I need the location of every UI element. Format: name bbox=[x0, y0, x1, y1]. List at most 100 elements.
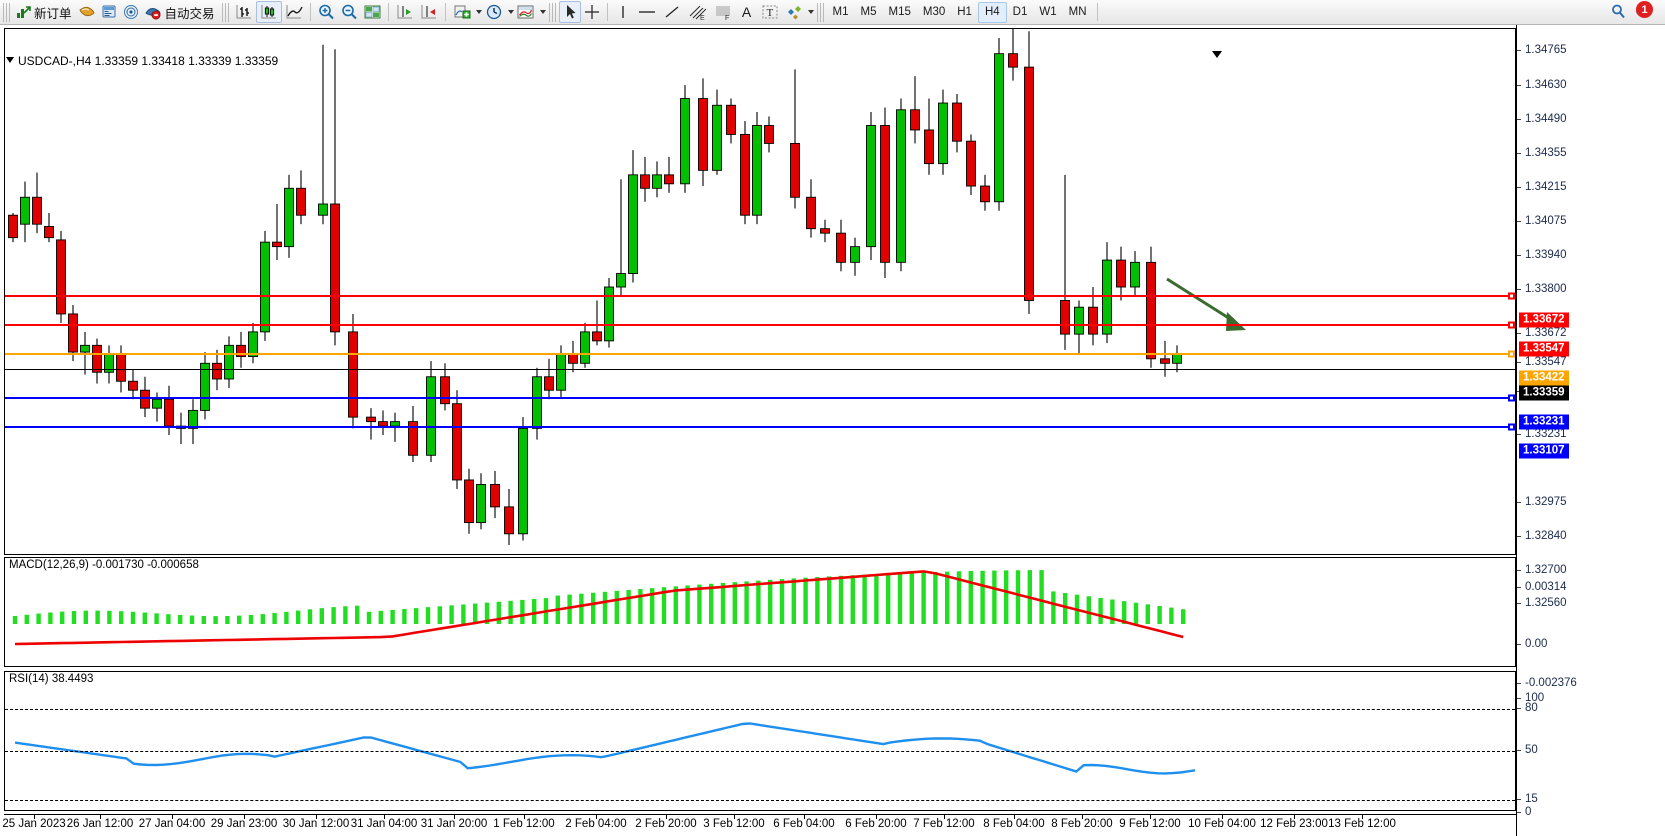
toolbar-grip-2[interactable] bbox=[221, 2, 229, 22]
periods-dropdown-caret[interactable] bbox=[507, 10, 514, 14]
timeframe-m1[interactable]: M1 bbox=[832, 6, 849, 18]
crosshair-icon bbox=[584, 5, 599, 19]
line-chart-button[interactable] bbox=[282, 1, 306, 23]
signals-button[interactable] bbox=[120, 1, 142, 23]
text-button[interactable]: A bbox=[736, 1, 758, 23]
time-tick-label: 8 Feb 20:00 bbox=[1051, 818, 1113, 830]
trendline-button[interactable] bbox=[660, 1, 684, 23]
time-tick bbox=[1150, 815, 1151, 819]
macd-tick-0: 0.00314 bbox=[1517, 581, 1567, 593]
indicators-button[interactable] bbox=[450, 1, 474, 23]
new-order-label: 新订单 bbox=[34, 6, 72, 21]
shapes-button[interactable] bbox=[782, 1, 806, 23]
price-tag-support-2: 1.33107 bbox=[1519, 443, 1569, 459]
chart-area[interactable]: USDCAD-,H4 1.33359 1.33418 1.33339 1.333… bbox=[0, 25, 1665, 836]
search-icon bbox=[1612, 4, 1625, 19]
price-tick-0: 1.34765 bbox=[1517, 44, 1567, 56]
price-tick-1: 1.34630 bbox=[1517, 79, 1567, 91]
rsi-tick-1: 80 bbox=[1517, 702, 1538, 714]
timeframe-m15[interactable]: M15 bbox=[888, 6, 911, 18]
time-tick bbox=[316, 815, 317, 819]
scroll-end-button[interactable] bbox=[393, 1, 417, 23]
timeframe-m5[interactable]: M5 bbox=[860, 6, 877, 18]
timeframe-h4[interactable]: H4 bbox=[977, 1, 1007, 23]
autotrade-label: 自动交易 bbox=[164, 6, 215, 21]
toolbar-grip-4[interactable] bbox=[816, 2, 824, 22]
timeframe-mn[interactable]: MN bbox=[1068, 6, 1087, 18]
vertical-line-button[interactable] bbox=[612, 1, 634, 23]
price-axis[interactable]: 1.34765 1.34630 1.34490 1.34355 1.34215 … bbox=[1516, 25, 1665, 836]
price-tag-resistance-1: 1.33547 bbox=[1519, 341, 1569, 357]
chart-shift-button[interactable] bbox=[417, 1, 441, 23]
timeframe-h1[interactable]: H1 bbox=[957, 6, 972, 18]
rsi-tick-4: 0 bbox=[1517, 806, 1531, 818]
rsi-level-15 bbox=[5, 800, 1515, 801]
toolbar-grip-1[interactable] bbox=[3, 2, 10, 22]
tile-windows-icon bbox=[364, 5, 381, 19]
price-tick-17: 1.32560 bbox=[1517, 597, 1567, 609]
time-tick bbox=[172, 815, 173, 819]
market-watch-button[interactable] bbox=[98, 1, 120, 23]
time-axis[interactable]: 25 Jan 2023 26 Jan 12:00 27 Jan 04:00 29 Ja… bbox=[2, 814, 1516, 836]
price-pane[interactable] bbox=[4, 28, 1516, 555]
profile-button[interactable] bbox=[76, 1, 98, 23]
macd-tick-1: 0.00 bbox=[1517, 638, 1547, 650]
timeframe-m30[interactable]: M30 bbox=[922, 6, 946, 18]
time-tick-label: 30 Jan 12:00 bbox=[282, 818, 350, 830]
time-tick bbox=[454, 815, 455, 819]
chart-menu-caret[interactable] bbox=[6, 57, 14, 63]
macd-pane[interactable]: MACD(12,26,9) -0.001730 -0.000658 bbox=[4, 557, 1516, 667]
time-tick bbox=[1294, 815, 1295, 819]
time-tick-label: 25 Jan 2023 bbox=[2, 818, 66, 830]
time-tick bbox=[1222, 815, 1223, 819]
macd-series bbox=[12, 570, 1186, 646]
time-tick bbox=[1082, 815, 1083, 819]
notifications-button[interactable]: 1 bbox=[1631, 1, 1655, 23]
price-tick-7: 1.33800 bbox=[1517, 283, 1567, 295]
price-tick-16: 1.32700 bbox=[1517, 564, 1567, 576]
equidistant-channel-button[interactable]: E bbox=[684, 1, 710, 23]
price-tick-6: 1.33940 bbox=[1517, 249, 1567, 261]
rsi-level-80 bbox=[5, 709, 1515, 710]
periods-icon bbox=[486, 4, 501, 20]
timeframe-w1[interactable]: W1 bbox=[1039, 6, 1057, 18]
timeframe-d1[interactable]: D1 bbox=[1012, 6, 1028, 18]
toolbar-grip-3[interactable] bbox=[548, 2, 556, 22]
candlestick-series bbox=[8, 29, 1246, 546]
candlestick-chart-button[interactable] bbox=[255, 1, 282, 23]
time-tick bbox=[34, 815, 35, 819]
time-tick bbox=[384, 815, 385, 819]
down-trend-arrow bbox=[1166, 277, 1246, 331]
fibonacci-icon: F bbox=[715, 6, 730, 21]
zoom-in-button[interactable] bbox=[315, 1, 338, 23]
svg-text:F: F bbox=[725, 15, 729, 21]
autotrade-icon bbox=[144, 8, 161, 20]
rsi-pane[interactable]: RSI(14) 38.4493 bbox=[4, 671, 1516, 811]
shapes-dropdown-caret[interactable] bbox=[807, 10, 814, 14]
text-label-button[interactable]: T bbox=[758, 1, 782, 23]
time-tick-label: 2 Feb 20:00 bbox=[635, 818, 697, 830]
horizontal-line-button[interactable] bbox=[634, 1, 660, 23]
search-button[interactable] bbox=[1607, 1, 1631, 23]
templates-dropdown-caret[interactable] bbox=[539, 10, 546, 14]
time-tick bbox=[1014, 815, 1015, 819]
crosshair-button[interactable] bbox=[581, 1, 603, 23]
zoom-out-button[interactable] bbox=[338, 1, 361, 23]
time-tick bbox=[524, 815, 525, 819]
indicators-dropdown-caret[interactable] bbox=[475, 10, 482, 14]
templates-button[interactable] bbox=[514, 1, 538, 23]
chart-scroll-marker bbox=[1212, 51, 1222, 58]
periods-button[interactable] bbox=[482, 1, 506, 23]
chart-title-text: USDCAD-,H4 1.33359 1.33418 1.33339 1.333… bbox=[18, 54, 279, 68]
market-watch-icon bbox=[102, 5, 116, 18]
zoom-in-icon bbox=[318, 4, 334, 20]
fibonacci-button[interactable]: F bbox=[710, 1, 736, 23]
new-order-button[interactable]: 新订单 bbox=[13, 1, 76, 23]
price-tick-4: 1.34215 bbox=[1517, 181, 1567, 193]
time-tick bbox=[244, 815, 245, 819]
cursor-button[interactable] bbox=[558, 1, 581, 23]
bar-chart-button[interactable] bbox=[232, 1, 256, 23]
chart-shift-icon bbox=[421, 5, 436, 19]
autotrade-button[interactable]: 自动交易 bbox=[142, 1, 219, 23]
tile-windows-button[interactable] bbox=[361, 1, 384, 23]
